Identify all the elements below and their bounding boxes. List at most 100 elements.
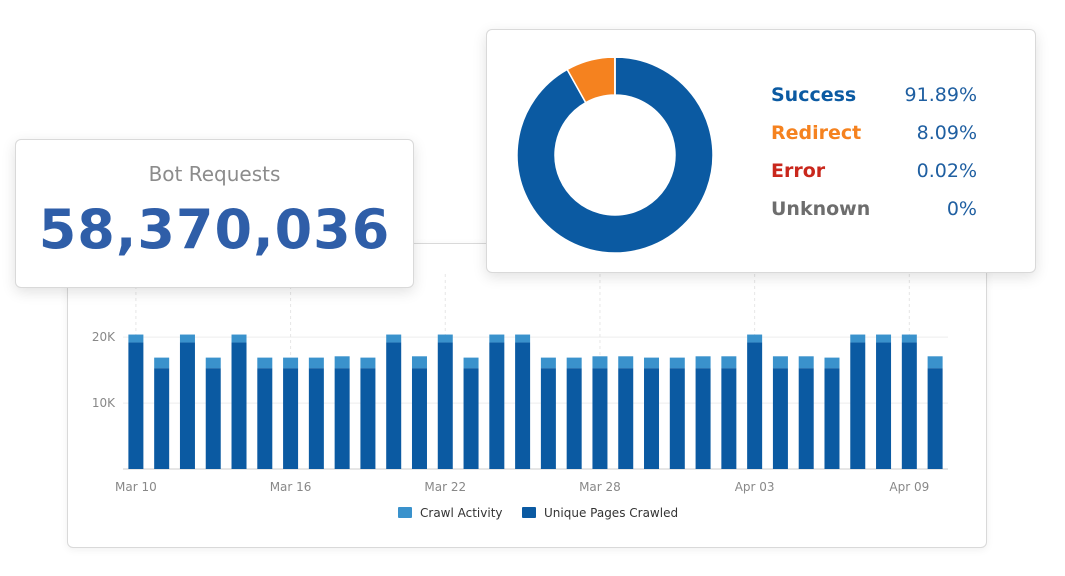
bar-unique-pages[interactable] <box>205 368 221 469</box>
x-tick-label: Mar 22 <box>424 480 466 494</box>
status-label: Error <box>771 160 826 182</box>
bar-crawl-activity[interactable] <box>515 334 531 343</box>
chart-bars <box>128 334 943 469</box>
bar-unique-pages[interactable] <box>669 368 685 469</box>
bar-unique-pages[interactable] <box>515 342 531 469</box>
status-value: 0.02% <box>916 160 977 182</box>
bar-unique-pages[interactable] <box>540 368 556 469</box>
bar-crawl-activity[interactable] <box>566 357 582 369</box>
legend-label[interactable]: Crawl Activity <box>420 506 503 520</box>
bar-crawl-activity[interactable] <box>231 334 247 343</box>
bar-crawl-activity[interactable] <box>334 356 350 369</box>
bar-unique-pages[interactable] <box>772 368 788 469</box>
bar-crawl-activity[interactable] <box>901 334 917 343</box>
bar-crawl-activity[interactable] <box>128 334 144 343</box>
bar-crawl-activity[interactable] <box>179 334 195 343</box>
x-axis-ticks: Mar 10 Mar 16 Mar 22 Mar 28 Apr 03 Apr 09 <box>115 480 929 494</box>
x-tick-label: Mar 28 <box>579 480 621 494</box>
bar-unique-pages[interactable] <box>850 342 866 469</box>
chart-legend: Crawl Activity Unique Pages Crawled <box>398 506 678 520</box>
status-donut-chart <box>517 58 714 254</box>
donut-slice-success <box>517 58 714 254</box>
status-value: 0% <box>946 198 977 220</box>
bar-unique-pages[interactable] <box>644 368 660 469</box>
bar-unique-pages[interactable] <box>747 342 763 469</box>
bar-crawl-activity[interactable] <box>644 357 660 369</box>
bar-unique-pages[interactable] <box>876 342 892 469</box>
bar-crawl-activity[interactable] <box>360 357 376 369</box>
bar-crawl-activity[interactable] <box>747 334 763 343</box>
bar-unique-pages[interactable] <box>824 368 840 469</box>
bar-unique-pages[interactable] <box>386 342 402 469</box>
crawl-bar-chart: 10K 20K Mar 10 Mar 16 Mar 22 Mar 28 Apr 03 Apr… <box>92 274 948 520</box>
x-tick-label: Apr 03 <box>735 480 775 494</box>
bar-crawl-activity[interactable] <box>154 357 170 369</box>
bar-crawl-activity[interactable] <box>592 356 608 369</box>
bar-unique-pages[interactable] <box>283 368 299 469</box>
chart-gridlines <box>123 274 948 470</box>
bar-unique-pages[interactable] <box>154 368 170 469</box>
x-tick-label: Mar 10 <box>115 480 157 494</box>
bar-unique-pages[interactable] <box>592 368 608 469</box>
x-tick-label: Mar 16 <box>270 480 312 494</box>
bar-unique-pages[interactable] <box>411 368 427 469</box>
bar-crawl-activity[interactable] <box>876 334 892 343</box>
bar-crawl-activity[interactable] <box>489 334 505 343</box>
status-label: Unknown <box>771 198 871 220</box>
bar-unique-pages[interactable] <box>901 342 917 469</box>
status-label: Redirect <box>771 122 862 144</box>
bar-crawl-activity[interactable] <box>308 357 324 369</box>
bar-crawl-activity[interactable] <box>927 356 943 369</box>
bar-unique-pages[interactable] <box>257 368 273 469</box>
status-label: Success <box>771 84 857 106</box>
bar-unique-pages[interactable] <box>463 368 479 469</box>
bar-unique-pages[interactable] <box>231 342 247 469</box>
x-tick-label: Apr 09 <box>889 480 929 494</box>
bot-requests-card: Bot Requests 58,370,036 <box>15 139 414 288</box>
bar-crawl-activity[interactable] <box>437 334 453 343</box>
y-tick-label: 10K <box>92 396 116 410</box>
bar-crawl-activity[interactable] <box>695 356 711 369</box>
bar-unique-pages[interactable] <box>334 368 350 469</box>
y-tick-label: 20K <box>92 330 116 344</box>
bar-unique-pages[interactable] <box>695 368 711 469</box>
bar-crawl-activity[interactable] <box>772 356 788 369</box>
bot-requests-value: 58,370,036 <box>38 198 391 261</box>
bar-crawl-activity[interactable] <box>540 357 556 369</box>
crawl-chart-card: 10K 20K Mar 10 Mar 16 Mar 22 Mar 28 Apr 03 Apr… <box>67 243 987 548</box>
status-row-unknown: Unknown 0% <box>771 198 977 226</box>
bar-crawl-activity[interactable] <box>824 357 840 369</box>
bar-unique-pages[interactable] <box>721 368 737 469</box>
bot-requests-title: Bot Requests <box>148 162 281 186</box>
bar-crawl-activity[interactable] <box>205 357 221 369</box>
bar-crawl-activity[interactable] <box>669 357 685 369</box>
bar-crawl-activity[interactable] <box>798 356 814 369</box>
bar-unique-pages[interactable] <box>618 368 634 469</box>
bar-unique-pages[interactable] <box>179 342 195 469</box>
bar-unique-pages[interactable] <box>566 368 582 469</box>
bar-unique-pages[interactable] <box>489 342 505 469</box>
bar-unique-pages[interactable] <box>308 368 324 469</box>
bar-crawl-activity[interactable] <box>257 357 273 369</box>
bar-crawl-activity[interactable] <box>618 356 634 369</box>
status-value: 8.09% <box>916 122 977 144</box>
bar-crawl-activity[interactable] <box>463 357 479 369</box>
bar-unique-pages[interactable] <box>437 342 453 469</box>
bar-crawl-activity[interactable] <box>283 357 299 369</box>
bar-unique-pages[interactable] <box>128 342 144 469</box>
status-breakdown-card: Success 91.89% Redirect 8.09% Error 0.02% Unkn… <box>486 29 1036 273</box>
bar-unique-pages[interactable] <box>360 368 376 469</box>
status-row-error: Error 0.02% <box>771 160 977 188</box>
legend-swatch <box>398 507 412 518</box>
status-row-redirect: Redirect 8.09% <box>771 122 977 150</box>
bar-unique-pages[interactable] <box>798 368 814 469</box>
bar-crawl-activity[interactable] <box>386 334 402 343</box>
bar-crawl-activity[interactable] <box>850 334 866 343</box>
status-row-success: Success 91.89% <box>771 84 977 112</box>
bar-crawl-activity[interactable] <box>411 356 427 369</box>
bar-crawl-activity[interactable] <box>721 356 737 369</box>
status-value: 91.89% <box>904 84 977 106</box>
bar-unique-pages[interactable] <box>927 368 943 469</box>
y-axis-ticks: 10K 20K <box>92 330 116 410</box>
legend-label[interactable]: Unique Pages Crawled <box>544 506 678 520</box>
